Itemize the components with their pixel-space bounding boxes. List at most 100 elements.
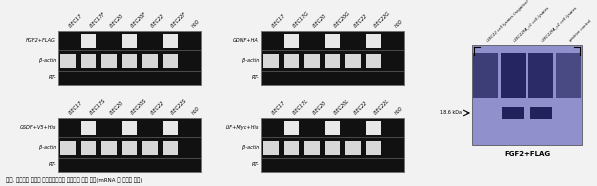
Text: β-actin: β-actin [242,58,259,63]
Bar [365,34,381,48]
Bar [528,53,553,98]
Text: β-actin: β-actin [39,145,56,150]
Text: H₂O: H₂O [394,106,404,116]
Text: FGF2+FLAG: FGF2+FLAG [504,151,550,157]
Text: RT-: RT- [48,163,56,167]
Text: i3EC20: i3EC20 [109,100,125,116]
Bar [122,54,137,68]
Bar [81,54,96,68]
Bar [502,107,524,119]
Text: H₂O: H₂O [394,19,404,29]
Bar [142,54,158,68]
Text: i3EC17: i3EC17 [68,13,84,29]
Bar [325,54,340,68]
Bar [325,121,340,134]
Text: 18.6 kDa: 18.6 kDa [440,110,462,116]
Bar [142,140,158,155]
Bar [60,140,76,155]
Bar [261,118,404,137]
Text: i3EC22L: i3EC22L [373,98,391,116]
Text: i3EC22: i3EC22 [150,13,165,29]
Bar [263,140,279,155]
Bar [261,158,404,172]
Bar [345,54,361,68]
Bar [162,54,178,68]
Bar [261,118,404,172]
Bar [58,158,201,172]
Text: i3EC22S: i3EC22S [170,98,188,116]
Text: i3EC17L: i3EC17L [292,98,309,116]
Text: i3EC22: i3EC22 [150,100,165,116]
Text: i3EC22: i3EC22 [353,100,369,116]
Bar [261,50,404,71]
Bar [81,121,96,134]
Text: positive control: positive control [568,19,592,43]
Text: FGF2+FLAG: FGF2+FLAG [26,38,56,43]
Bar [556,53,581,98]
Text: β-actin: β-actin [39,58,56,63]
Text: i3EC22F: i3EC22F [170,11,188,29]
Bar [261,31,404,50]
Bar [162,121,178,134]
Bar [58,137,201,158]
Text: i3EC20: i3EC20 [312,13,328,29]
Text: GDNF+HA: GDNF+HA [233,38,259,43]
Bar [325,140,340,155]
Bar [81,34,96,48]
Bar [284,54,300,68]
Bar [58,118,201,137]
Text: i3EC17S: i3EC17S [88,98,107,116]
Text: H₂O: H₂O [191,106,201,116]
Text: i3EC20L: i3EC20L [333,98,350,116]
Bar [58,118,201,172]
Bar [261,31,404,85]
Bar [365,54,381,68]
Text: GSDF+V5+His: GSDF+V5+His [20,125,56,130]
Text: i3EC20S: i3EC20S [130,98,147,116]
Bar [345,140,361,155]
Text: i3EC22FA_c1 cell lysates: i3EC22FA_c1 cell lysates [513,6,550,43]
Bar [325,34,340,48]
Bar [60,54,76,68]
Bar [284,140,300,155]
Text: i3EC20: i3EC20 [109,13,125,29]
Bar [261,71,404,85]
Bar [304,140,320,155]
Bar [261,137,404,158]
Text: β-actin: β-actin [242,145,259,150]
Bar [162,140,178,155]
Text: 그림. 성장인자 과발현 영양세포주들의 성장인자 발현 검증(mRNA 및 단백질 발현): 그림. 성장인자 과발현 영양세포주들의 성장인자 발현 검증(mRNA 및 단… [6,177,142,183]
Text: i3EC17: i3EC17 [271,100,287,116]
Text: i3EC20G: i3EC20G [333,11,351,29]
Text: i3EC17: i3EC17 [68,100,84,116]
Text: i3EC17: i3EC17 [271,13,287,29]
Bar [122,121,137,134]
Text: H₂O: H₂O [191,19,201,29]
Bar [263,54,279,68]
Text: i3EC20: i3EC20 [312,100,328,116]
Bar [284,121,300,134]
Text: i3EC20F: i3EC20F [130,11,147,29]
Text: i3EC22: i3EC22 [353,13,369,29]
Bar [162,34,178,48]
Text: RT-: RT- [48,76,56,81]
Text: i3EC17G: i3EC17G [292,11,310,29]
Bar [530,107,552,119]
Bar [472,45,582,145]
Bar [284,34,300,48]
Bar [81,140,96,155]
Bar [58,31,201,85]
Bar [122,140,137,155]
Bar [304,54,320,68]
Text: i3EC22 cell lysates (negative): i3EC22 cell lysates (negative) [486,0,530,43]
Bar [101,54,117,68]
Text: i3EC17F: i3EC17F [88,11,106,29]
Text: i3EC22G: i3EC22G [373,11,392,29]
Bar [473,53,498,98]
Bar [58,50,201,71]
Text: LIF+Myc+His: LIF+Myc+His [226,125,259,130]
Bar [58,71,201,85]
Bar [58,31,201,50]
Bar [365,140,381,155]
Text: RT-: RT- [251,76,259,81]
